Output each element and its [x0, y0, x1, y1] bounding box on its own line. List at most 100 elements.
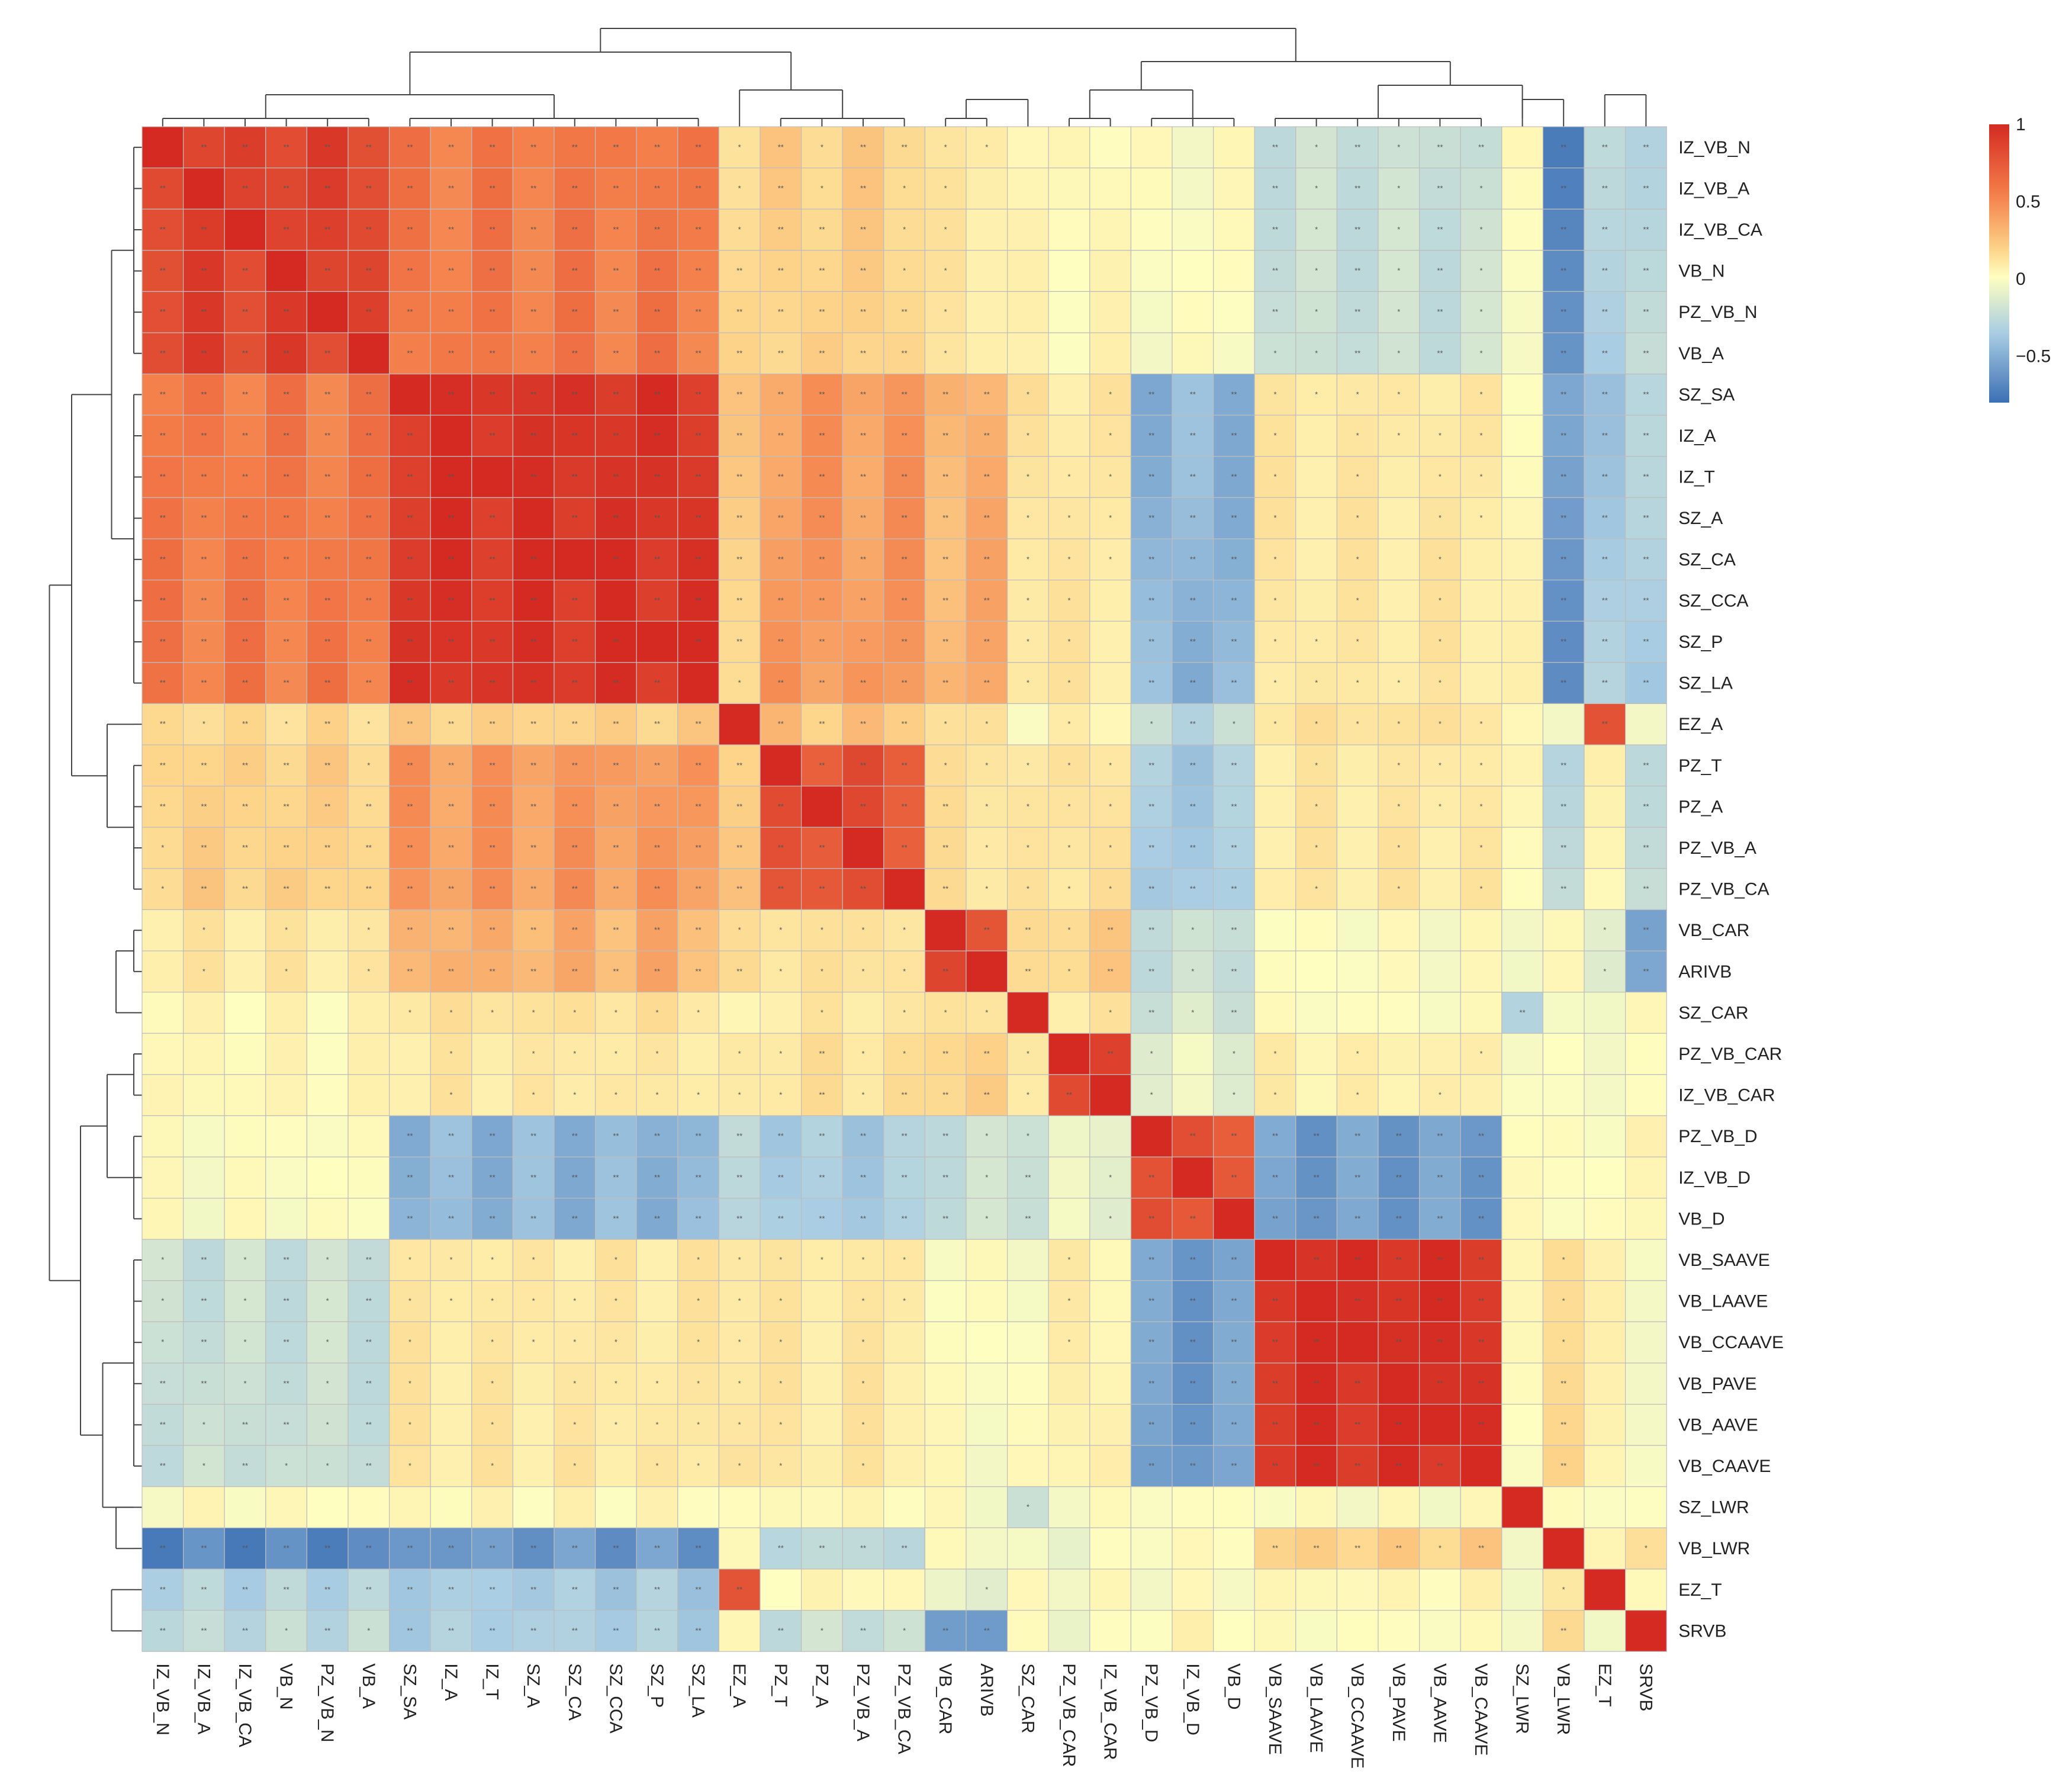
heatmap-cell	[1378, 950, 1420, 993]
significance-mark: *	[326, 1461, 329, 1470]
significance-mark: *	[285, 1626, 288, 1635]
significance-mark: **	[160, 513, 166, 522]
significance-mark: *	[738, 1379, 741, 1388]
heatmap-cell	[141, 497, 184, 539]
heatmap-cell	[966, 827, 1008, 869]
significance-mark: **	[696, 266, 702, 275]
significance-mark: **	[902, 390, 908, 398]
heatmap-cell	[471, 579, 513, 622]
significance-mark: **	[242, 266, 248, 275]
heatmap-cell	[1584, 1527, 1626, 1570]
heatmap-cell	[594, 1033, 637, 1075]
heatmap-cell	[883, 1033, 926, 1075]
significance-mark: **	[284, 513, 289, 522]
significance-mark: **	[407, 431, 413, 440]
heatmap-cell	[1089, 991, 1132, 1034]
significance-mark: **	[1602, 637, 1608, 646]
heatmap-cell	[842, 538, 884, 581]
heatmap-cell	[1048, 662, 1090, 705]
significance-mark: **	[613, 679, 619, 687]
significance-mark: **	[572, 1585, 578, 1594]
heatmap-cell	[800, 1362, 843, 1405]
significance-mark: *	[1315, 390, 1318, 398]
heatmap-cell	[1130, 126, 1173, 169]
heatmap-cell	[1006, 414, 1049, 457]
significance-mark: **	[1231, 431, 1237, 440]
heatmap-cell	[1295, 1280, 1338, 1323]
significance-mark: **	[1643, 637, 1649, 646]
significance-mark: **	[1643, 472, 1649, 481]
heatmap-cell	[1254, 703, 1296, 745]
significance-mark: **	[284, 1297, 289, 1306]
heatmap-cell	[265, 1280, 307, 1323]
significance-mark: **	[819, 225, 825, 234]
significance-mark: *	[985, 1132, 988, 1140]
significance-mark: *	[1027, 1132, 1029, 1140]
significance-mark: **	[1602, 679, 1608, 687]
heatmap-cell	[1295, 579, 1338, 622]
significance-mark: *	[1233, 1049, 1236, 1058]
significance-mark: **	[1190, 679, 1196, 687]
significance-mark: **	[654, 1173, 660, 1182]
significance-mark: **	[654, 1585, 660, 1594]
heatmap-cell	[1254, 497, 1296, 539]
heatmap-cell	[1378, 909, 1420, 952]
legend-colorbar	[1989, 124, 2009, 403]
significance-mark: **	[654, 679, 660, 687]
significance-mark: **	[942, 1049, 948, 1058]
significance-mark: **	[407, 266, 413, 275]
heatmap-cell	[1172, 1445, 1214, 1487]
heatmap-cell	[1172, 208, 1214, 251]
heatmap-cell	[1584, 991, 1626, 1034]
significance-mark: **	[201, 472, 207, 481]
significance-mark: **	[407, 719, 413, 728]
significance-mark: **	[242, 1420, 248, 1429]
significance-mark: *	[903, 1297, 906, 1306]
heatmap-cell	[800, 991, 843, 1034]
significance-mark: *	[1356, 596, 1359, 605]
heatmap-cell	[430, 703, 472, 745]
significance-mark: *	[1067, 555, 1070, 564]
heatmap-cell	[800, 250, 843, 292]
significance-mark: *	[655, 1008, 658, 1017]
significance-mark: **	[778, 472, 784, 481]
heatmap-cell	[1006, 1239, 1049, 1281]
significance-mark: *	[1562, 1585, 1565, 1594]
heatmap-cell	[430, 414, 472, 457]
significance-mark: **	[1643, 596, 1649, 605]
heatmap-cell	[1419, 208, 1461, 251]
significance-mark: *	[1397, 761, 1400, 770]
significance-mark: **	[613, 513, 619, 522]
heatmap-cell	[1048, 168, 1090, 210]
heatmap-cell	[1625, 250, 1667, 292]
heatmap-cell	[265, 950, 307, 993]
significance-mark: *	[1439, 596, 1442, 605]
heatmap-cell	[718, 579, 761, 622]
significance-mark: **	[572, 472, 578, 481]
heatmap-cell	[1584, 1197, 1626, 1240]
significance-mark: *	[1479, 307, 1482, 316]
significance-mark: **	[1437, 225, 1443, 234]
heatmap-cell	[1625, 1239, 1667, 1281]
significance-mark: **	[860, 761, 866, 770]
heatmap-cell	[1213, 1074, 1255, 1117]
heatmap-cell	[1213, 1527, 1255, 1570]
heatmap-cell	[594, 250, 637, 292]
significance-mark: **	[1561, 1379, 1566, 1388]
heatmap-cell	[1378, 1280, 1420, 1323]
heatmap-cell	[348, 373, 390, 416]
significance-mark: *	[285, 967, 288, 976]
significance-mark: *	[861, 967, 864, 976]
significance-mark: **	[530, 184, 536, 192]
heatmap-cell	[388, 1280, 431, 1323]
significance-mark: **	[819, 719, 825, 728]
significance-mark: **	[572, 225, 578, 234]
row-label: PZ_A	[1678, 797, 1723, 817]
significance-mark: **	[242, 555, 248, 564]
heatmap-cell	[306, 1486, 349, 1529]
heatmap-cell	[1336, 332, 1379, 375]
heatmap-cell	[1542, 662, 1585, 705]
heatmap-cell	[388, 1362, 431, 1405]
heatmap-cell	[306, 373, 349, 416]
heatmap-cell	[718, 868, 761, 911]
